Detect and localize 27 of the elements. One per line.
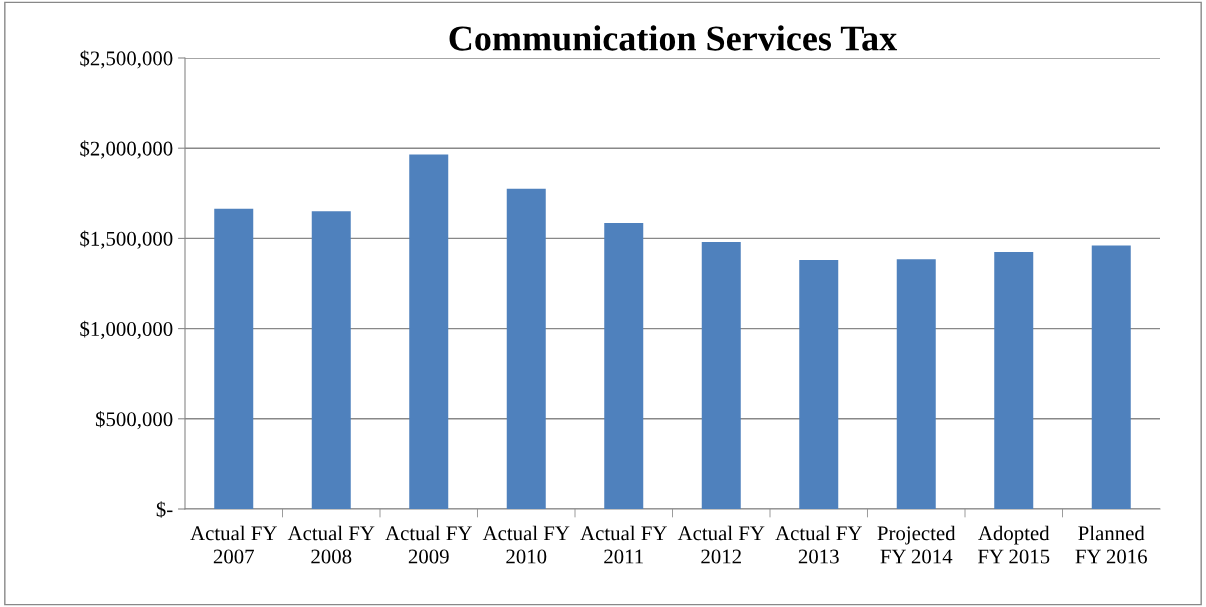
bar	[701, 242, 741, 509]
x-tick-label: Actual FY 2010	[482, 525, 570, 564]
bar	[799, 260, 839, 509]
x-tick-label: Actual FY 2012	[677, 525, 765, 564]
bar	[1091, 245, 1131, 509]
y-tick-label: $1,000,000	[80, 320, 173, 340]
x-tick-label: Actual FY 2013	[775, 525, 862, 564]
x-tick-label: Actual FY 2009	[385, 525, 472, 564]
y-tick-label: $1,500,000	[80, 230, 173, 249]
y-tick-label: $500,000	[95, 410, 173, 430]
x-tick-label: Projected FY 2014	[877, 525, 956, 564]
bar	[994, 251, 1034, 509]
bar	[506, 188, 546, 509]
bar	[604, 223, 644, 509]
bar	[214, 208, 254, 509]
chart-title: Communication Services Tax	[449, 25, 898, 51]
x-tick-label: Planned FY 2016	[1075, 525, 1147, 564]
x-tick-label: Actual FY 2007	[190, 525, 277, 564]
bar	[311, 211, 351, 509]
bar	[409, 154, 449, 509]
bar	[896, 259, 936, 509]
x-tick-label: Actual FY 2011	[580, 525, 667, 564]
x-tick-label: Adopted FY 2015	[977, 525, 1050, 564]
y-tick-label: $-	[156, 501, 173, 518]
x-tick-label: Actual FY 2008	[287, 525, 375, 564]
y-tick-label: $2,500,000	[80, 50, 173, 69]
y-tick-label: $2,000,000	[80, 140, 173, 159]
